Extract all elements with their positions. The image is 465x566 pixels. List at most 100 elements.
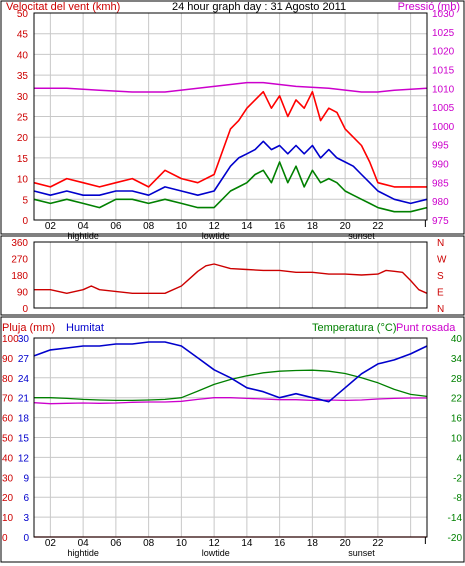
rain-y-tick-label: 30 xyxy=(2,473,14,484)
rain-y-tick-label: 0 xyxy=(2,533,8,544)
temp-plot-area xyxy=(33,337,428,538)
wind-y-tick-label: 15 xyxy=(17,154,29,165)
compass-label: W xyxy=(437,255,447,266)
temp-x-tick-label: 14 xyxy=(241,538,253,549)
wind-y-tick-label: 25 xyxy=(17,113,29,124)
pressure-y-tick-label: 975 xyxy=(432,216,449,227)
temperature-series-line xyxy=(34,369,428,402)
humidity-y-tick-label: 24 xyxy=(18,374,30,385)
wind-speed-axis-label: Velocitat del vent (kmh) xyxy=(6,1,120,13)
temperature-y-tick-label: -14 xyxy=(448,513,463,524)
temperature-axis-label: Temperatura (°C) xyxy=(312,322,396,334)
rain-y-tick-label: 10 xyxy=(2,513,14,524)
rain-y-tick-label: 40 xyxy=(2,453,14,464)
humidity-axis-label: Humitat xyxy=(66,322,104,334)
temp-x-tick-label: 06 xyxy=(110,538,122,549)
direction-y-tick-label: 0 xyxy=(22,304,28,315)
temp-x-tick-label: 16 xyxy=(274,538,286,549)
temperature-y-tick-label: -20 xyxy=(448,533,463,544)
pressure-y-tick-label: 1015 xyxy=(432,65,455,76)
temperature-y-tick-label: 28 xyxy=(451,374,463,385)
temp-x-tick-label: 08 xyxy=(143,538,155,549)
pressure-y-tick-label: 980 xyxy=(432,197,449,208)
wind-y-tick-label: 40 xyxy=(17,50,29,61)
temp-panel-frame xyxy=(0,316,465,563)
humidity-y-tick-label: 3 xyxy=(23,513,29,524)
direction-y-tick-label: 270 xyxy=(11,255,28,266)
wind-y-tick-label: 35 xyxy=(17,71,29,82)
rain-y-tick-label: 50 xyxy=(2,434,14,445)
temp-x-tick-label: 22 xyxy=(372,538,384,549)
temp-event-label: lowtide xyxy=(202,548,230,558)
temp-humidity-panel: Pluja (mm) Humitat Temperatura (°C) Punt… xyxy=(0,316,465,563)
pressure-y-tick-label: 1010 xyxy=(432,84,455,95)
wind_min-series-line xyxy=(33,161,428,213)
wind-x-tick-label: 06 xyxy=(110,221,122,232)
wind_avg-series-line xyxy=(33,140,428,205)
dewpoint-axis-label: Punt rosada xyxy=(396,322,456,334)
temp-x-tick-label: 18 xyxy=(307,538,319,549)
temperature-y-tick-label: 22 xyxy=(451,394,463,405)
temperature-y-tick-label: 16 xyxy=(451,414,463,425)
humidity-y-tick-label: 27 xyxy=(18,354,30,365)
direction-y-tick-label: 90 xyxy=(17,288,29,299)
dewpoint-series-line xyxy=(33,397,427,405)
humidity-y-tick-label: 21 xyxy=(18,394,30,405)
wind-y-tick-label: 50 xyxy=(17,9,29,20)
temp-x-tick-label: 20 xyxy=(340,538,352,549)
rain-y-tick-label: 80 xyxy=(2,374,14,385)
wind-x-tick-label: 10 xyxy=(176,221,188,232)
direction-y-tick-label: 360 xyxy=(11,238,28,249)
temperature-y-tick-label: -8 xyxy=(453,493,462,504)
pressure-series-line xyxy=(34,81,428,93)
chart-title: 24 hour graph day : 31 Agosto 2011 xyxy=(172,1,346,13)
humidity-y-tick-label: 6 xyxy=(23,493,29,504)
compass-label: N xyxy=(437,238,444,249)
rain-axis-label: Pluja (mm) xyxy=(2,322,55,334)
humidity-y-tick-label: 30 xyxy=(18,334,30,345)
direction-panel-frame xyxy=(0,235,465,316)
pressure-y-tick-label: 1020 xyxy=(432,47,455,58)
compass-label: S xyxy=(437,271,444,282)
wind-panel-frame xyxy=(0,0,465,235)
rain-y-tick-label: 90 xyxy=(2,354,14,365)
humidity-y-tick-label: 0 xyxy=(23,533,29,544)
compass-label: N xyxy=(437,304,444,315)
wind-x-tick-label: 18 xyxy=(307,221,319,232)
humidity-series-line xyxy=(33,341,428,403)
wind-x-tick-label: 20 xyxy=(340,221,352,232)
pressure-y-tick-label: 1000 xyxy=(432,122,455,133)
temp-x-tick-label: 12 xyxy=(209,538,221,549)
temperature-y-tick-label: 4 xyxy=(456,453,462,464)
temp-event-label: sunset xyxy=(348,548,375,558)
pressure-y-tick-label: 995 xyxy=(432,141,449,152)
wind-y-tick-label: 0 xyxy=(22,216,28,227)
humidity-y-tick-label: 12 xyxy=(18,453,30,464)
pressure-y-tick-label: 990 xyxy=(432,160,449,171)
pressure-y-tick-label: 1025 xyxy=(432,28,455,39)
wind-y-tick-label: 10 xyxy=(17,175,29,186)
wind-x-tick-label: 16 xyxy=(274,221,286,232)
wind-x-tick-label: 12 xyxy=(209,221,221,232)
wind-x-tick-label: 04 xyxy=(78,221,90,232)
pressure-y-tick-label: 1030 xyxy=(432,9,455,20)
wind-y-tick-label: 5 xyxy=(22,195,28,206)
temperature-y-tick-label: -2 xyxy=(453,473,462,484)
temp-x-tick-label: 02 xyxy=(45,538,57,549)
rain-y-tick-label: 20 xyxy=(2,493,14,504)
temp-x-tick-label: 04 xyxy=(78,538,90,549)
wind-plot-area xyxy=(33,12,428,221)
temperature-y-tick-label: 34 xyxy=(451,354,463,365)
wind_max-series-line xyxy=(33,90,427,188)
compass-label: E xyxy=(437,288,444,299)
temp-event-label: hightide xyxy=(67,548,99,558)
pressure-y-tick-label: 1005 xyxy=(432,103,455,114)
pressure-axis-label: Pressió (mb) xyxy=(398,1,460,13)
wind-x-tick-label: 02 xyxy=(45,221,57,232)
wind-y-tick-label: 20 xyxy=(17,133,29,144)
wind-x-tick-label: 08 xyxy=(143,221,155,232)
temperature-y-tick-label: 40 xyxy=(451,334,463,345)
rain-y-tick-label: 70 xyxy=(2,394,14,405)
